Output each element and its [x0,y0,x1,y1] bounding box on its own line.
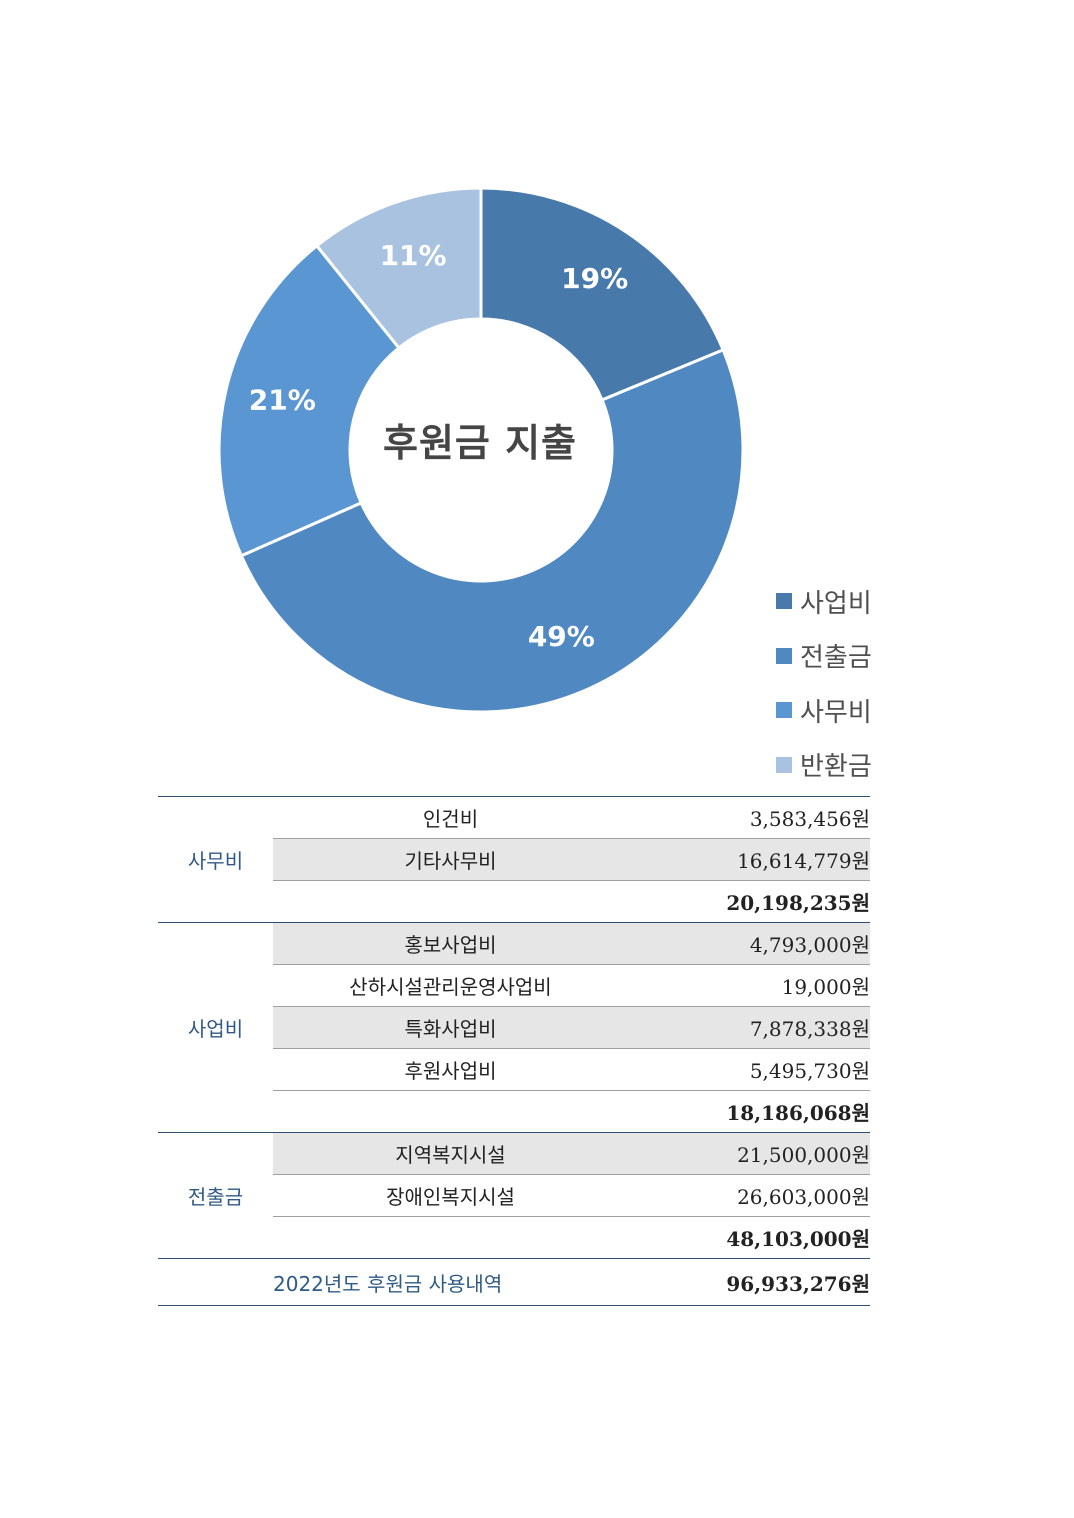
item-amount: 19,000원 [628,964,870,1007]
table-row: 장애인복지시설 26,603,000원 [158,1174,870,1217]
total-label: 2022년도 후원금 사용내역 [273,1271,503,1296]
subtotal-row: 48,103,000원 [158,1216,870,1259]
legend-swatch [776,702,792,719]
legend-swatch [776,756,792,773]
item-name: 지역복지시설 [273,1132,628,1175]
total-spacer [158,1259,273,1306]
slice-percent-label: 11% [380,239,447,272]
legend-item-2: 전출금 [776,629,936,684]
total-row: 2022년도 후원금 사용내역 96,933,276원 [158,1259,870,1306]
donut-slice-3 [217,243,402,558]
subtotal-row: 18,186,068원 [158,1090,870,1133]
item-name: 인건비 [273,796,628,839]
table-row: 산하시설관리운영사업비 19,000원 [158,964,870,1007]
item-amount: 26,603,000원 [628,1174,870,1217]
legend-item-3: 사무비 [776,683,936,738]
item-amount: 3,583,456원 [628,796,870,839]
item-amount: 5,495,730원 [628,1048,870,1091]
subtotal-amount: 48,103,000원 [628,1216,870,1259]
table-row: 사업비 홍보사업비 4,793,000원 [158,922,870,1133]
legend-swatch [776,593,792,610]
table-row: 사무비 인건비 3,583,456원 [158,796,870,923]
subtotal-spacer [273,1216,628,1259]
item-name: 홍보사업비 [273,922,628,965]
table-row: 전출금 지역복지시설 21,500,000원 [158,1132,870,1259]
item-name: 장애인복지시설 [273,1174,628,1217]
donut-center-title: 후원금 지출 [382,421,578,465]
legend-label: 반환금 [800,752,872,783]
donut-slice-4 [314,186,483,351]
subtotal-amount: 20,198,235원 [628,880,870,923]
table-row: 후원사업비 5,495,730원 [158,1048,870,1091]
item-name: 특화사업비 [273,1006,628,1049]
donut-chart: 19% 49% 21% 11% [217,186,745,714]
table-row: 기타사무비 16,614,779원 [158,838,870,881]
item-name: 기타사무비 [273,838,628,881]
subtotal-amount: 18,186,068원 [628,1090,870,1133]
donut-slice-1 [479,186,726,402]
item-amount: 7,878,338원 [628,1006,870,1049]
legend-label: 전출금 [800,643,872,674]
item-amount: 21,500,000원 [628,1132,870,1175]
item-name: 후원사업비 [273,1048,628,1091]
legend-item-4: 반환금 [776,738,936,793]
subtotal-spacer [273,880,628,923]
item-amount: 4,793,000원 [628,922,870,965]
slice-percent-label: 19% [561,262,628,295]
subtotal-row: 20,198,235원 [158,880,870,923]
slice-percent-label: 21% [249,384,316,417]
legend-label: 사무비 [800,697,872,728]
donut-slice-2 [239,347,745,714]
expense-table: 사무비 인건비 3,583,456원 기타사무비 16,614,779원 20,… [158,796,870,1306]
slice-percent-label: 49% [528,620,595,653]
subtotal-spacer [273,1090,628,1133]
legend-swatch [776,647,792,664]
category-cell: 전출금 [158,1132,273,1259]
category-cell: 사업비 [158,922,273,1133]
legend-item-1: 사업비 [776,574,936,629]
category-cell: 사무비 [158,796,273,923]
item-name: 산하시설관리운영사업비 [273,964,628,1007]
item-amount: 16,614,779원 [628,838,870,881]
donut-chart-area: 19% 49% 21% 11% 후원금 지출 사업비 전출금 사무비 반환금 [217,186,936,792]
legend-label: 사업비 [800,588,872,619]
total-amount: 96,933,276원 [726,1271,870,1296]
table-row: 특화사업비 7,878,338원 [158,1006,870,1049]
chart-legend: 사업비 전출금 사무비 반환금 [776,574,936,792]
